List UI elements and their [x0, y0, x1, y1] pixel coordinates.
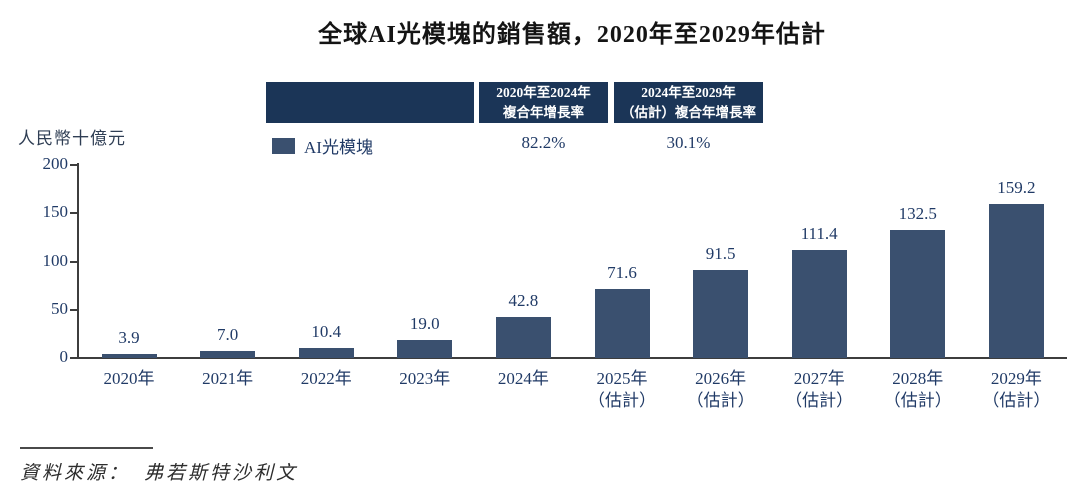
bar-value-label: 111.4	[800, 224, 838, 244]
x-axis-year: 2023年	[399, 369, 451, 388]
bar	[890, 230, 946, 358]
legend-swatch	[272, 137, 295, 154]
cagr-table-header-empty-cell	[266, 82, 474, 123]
cagr-header-line: （估計）複合年增長率	[621, 104, 756, 120]
x-axis-year: 2027年	[793, 369, 845, 388]
x-axis-category-label: 2025年 （估計）	[573, 368, 671, 412]
y-axis-tick-label: 100	[42, 250, 69, 270]
bar	[988, 204, 1044, 358]
y-axis-line	[77, 163, 79, 359]
y-axis-tick	[70, 212, 78, 215]
bar-value-label: 10.4	[311, 321, 342, 341]
source-note: 資料來源： 弗若斯特沙利文	[20, 458, 298, 485]
bar	[200, 351, 256, 358]
cagr-table-header-2020-2024: 2020年至2024年 複合年增長率	[479, 82, 608, 123]
source-label: 資料來源：	[20, 463, 131, 484]
source-divider	[20, 447, 153, 449]
bar	[101, 354, 157, 358]
bar	[594, 288, 650, 358]
y-axis-tick-label: 150	[42, 202, 69, 222]
x-axis-category-label: 2021年	[179, 368, 277, 390]
bar-value-label: 71.6	[607, 262, 637, 282]
x-axis-year: 2028年	[892, 369, 944, 388]
y-axis-tick	[70, 260, 78, 263]
x-axis-estimate-note: （估計）	[785, 391, 854, 410]
chart-title: 全球AI光模塊的銷售額，2020年至2029年估計	[318, 22, 826, 48]
cagr-value-2020-2024: 82.2%	[521, 133, 566, 152]
x-axis-category-label: 2029年 （估計）	[967, 368, 1065, 412]
bar-value-label: 91.5	[705, 243, 736, 263]
y-axis-tick	[70, 308, 78, 311]
bar	[693, 269, 749, 358]
y-axis-tick-label: 50	[51, 298, 68, 318]
bar-value-label: 19.0	[409, 313, 440, 333]
legend-label: AI光模塊	[304, 138, 373, 157]
bar	[791, 250, 847, 358]
x-axis-year: 2020年	[103, 369, 155, 388]
y-axis-tick	[70, 357, 78, 359]
cagr-table-header-2024-2029: 2024年至2029年 （估計）複合年增長率	[614, 82, 763, 123]
x-axis-category-label: 2027年 （估計）	[770, 368, 868, 412]
bar	[298, 347, 354, 358]
x-axis-year: 2021年	[202, 369, 254, 388]
x-axis-year: 2029年	[990, 369, 1042, 388]
cagr-header-line: 複合年增長率	[503, 104, 584, 120]
x-axis-year: 2024年	[497, 369, 549, 388]
x-axis-category-label: 2024年	[474, 368, 572, 390]
bar-value-label: 42.8	[508, 290, 539, 310]
y-axis-tick	[70, 164, 78, 166]
cagr-header-line: 2024年至2029年	[641, 84, 736, 100]
x-axis-category-label: 2023年	[376, 368, 474, 390]
source-name: 弗若斯特沙利文	[144, 463, 299, 484]
x-axis-category-label: 2026年 （估計）	[672, 368, 770, 412]
x-axis-year: 2026年	[695, 369, 747, 388]
y-axis-tick-label: 0	[59, 347, 69, 366]
cagr-value-2024-2029: 30.1%	[666, 133, 711, 152]
bar	[397, 339, 453, 358]
x-axis-estimate-note: （估計）	[883, 391, 952, 410]
bar	[495, 316, 551, 358]
x-axis-category-label: 2020年	[80, 368, 178, 390]
y-axis-title: 人民幣十億元	[18, 129, 126, 148]
bar-value-label: 7.0	[216, 325, 239, 345]
y-axis-tick-label: 200	[42, 154, 69, 173]
x-axis-year: 2025年	[596, 369, 648, 388]
x-axis-year: 2022年	[300, 369, 352, 388]
x-axis-category-label: 2028年 （估計）	[869, 368, 967, 412]
bar-value-label: 3.9	[118, 328, 140, 348]
x-axis-category-label: 2022年	[277, 368, 375, 390]
x-axis-estimate-note: （估計）	[982, 391, 1051, 410]
x-axis-estimate-note: （估計）	[686, 391, 755, 410]
x-axis-estimate-note: （估計）	[588, 391, 656, 410]
x-axis-line	[77, 357, 1067, 359]
bar-value-label: 132.5	[898, 204, 937, 224]
cagr-header-line: 2020年至2024年	[496, 84, 591, 100]
legend: AI光模塊	[272, 133, 373, 158]
bar-value-label: 159.2	[997, 178, 1036, 198]
